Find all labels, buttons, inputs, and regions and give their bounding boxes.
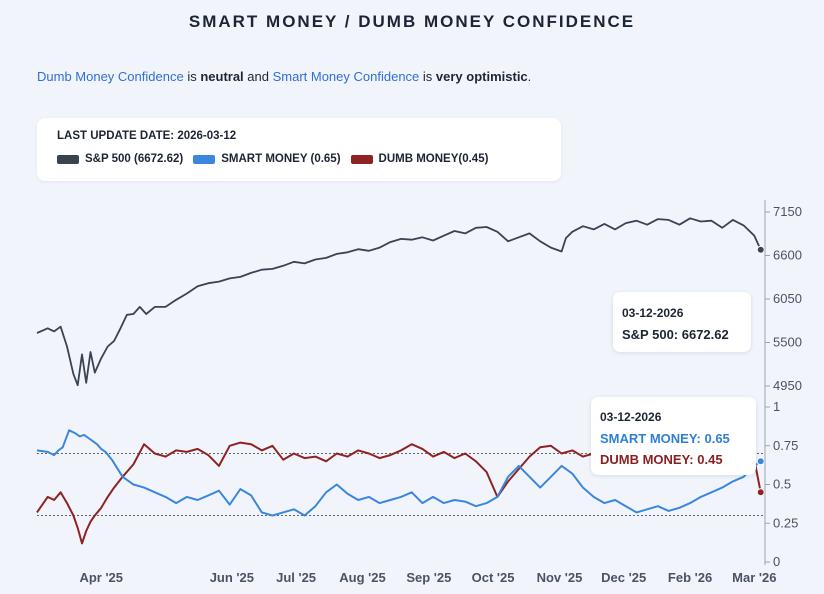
sp500-line <box>36 217 762 387</box>
smart-money-line-end-point <box>756 457 765 466</box>
legend-swatch-sp500 <box>57 154 79 164</box>
y-tick-label: 6050 <box>773 291 802 306</box>
x-tick-label: Jun '25 <box>210 570 254 585</box>
dumb-money-state: neutral <box>200 69 244 84</box>
legend-card: LAST UPDATE DATE: 2026-03-12 S&P 500 (66… <box>37 118 561 181</box>
y-tick-label: 0 <box>773 554 780 569</box>
dumb-money-link[interactable]: Dumb Money Confidence <box>37 69 184 84</box>
x-tick-label: Apr '25 <box>79 570 123 585</box>
summary-text: and <box>243 69 273 84</box>
tooltip-dumb-money: DUMB MONEY: 0.45 <box>600 452 723 467</box>
summary-text: is <box>419 69 436 84</box>
y-tick-label: 0.75 <box>773 438 798 453</box>
y-tick-label: 0.5 <box>773 477 791 492</box>
summary-text: is <box>183 69 201 84</box>
x-tick-label: Sep '25 <box>406 570 451 585</box>
x-tick-label: Feb '26 <box>668 570 712 585</box>
tooltip-value: S&P 500: 6672.62 <box>622 327 729 342</box>
smart-money-state: very optimistic <box>435 69 528 84</box>
x-tick-label: Aug '25 <box>339 570 385 585</box>
y-tick-label: 1 <box>773 399 780 414</box>
smart-money-line <box>36 429 762 517</box>
smart-money-link[interactable]: Smart Money Confidence <box>272 69 420 84</box>
summary-sentence: Dumb Money Confidence is neutral and Sma… <box>37 69 531 84</box>
legend: S&P 500 (6672.62) SMART MONEY (0.65) DUM… <box>57 153 498 165</box>
legend-label: SMART MONEY (0.65) <box>221 153 341 165</box>
x-tick-label: Oct '25 <box>472 570 515 585</box>
x-tick-label: Jul '25 <box>276 570 316 585</box>
y-tick-label: 4950 <box>773 378 802 393</box>
legend-label: DUMB MONEY(0.45) <box>378 153 489 165</box>
y-tick-label: 5500 <box>773 335 802 350</box>
summary-text: . <box>527 69 532 84</box>
y-tick-label: 6600 <box>773 248 802 263</box>
confidence-tooltip: 03-12-2026 SMART MONEY: 0.65 DUMB MONEY:… <box>591 397 756 475</box>
dumb-money-line-end-point <box>756 488 765 497</box>
page-title: SMART MONEY / DUMB MONEY CONFIDENCE <box>188 12 636 31</box>
sp500-line-end-point <box>756 245 765 254</box>
legend-swatch-smart-money <box>193 154 216 164</box>
tooltip-smart-money: SMART MONEY: 0.65 <box>600 431 730 446</box>
tooltip-date: 03-12-2026 <box>600 410 662 424</box>
tooltip-date: 03-12-2026 <box>622 306 684 320</box>
last-update-date: LAST UPDATE DATE: 2026-03-12 <box>57 130 237 142</box>
legend-swatch-dumb-money <box>350 154 373 164</box>
x-tick-label: Nov '25 <box>537 570 583 585</box>
legend-item-dumb-money[interactable]: DUMB MONEY(0.45) <box>350 153 489 165</box>
sp500-tooltip: 03-12-2026 S&P 500: 6672.62 <box>613 292 751 352</box>
x-tick-label: Dec '25 <box>601 570 646 585</box>
y-tick-label: 0.25 <box>773 515 798 530</box>
y-tick-label: 7150 <box>773 204 802 219</box>
legend-item-sp500[interactable]: S&P 500 (6672.62) <box>57 153 183 165</box>
legend-label: S&P 500 (6672.62) <box>85 153 184 165</box>
legend-item-smart-money[interactable]: SMART MONEY (0.65) <box>193 153 341 165</box>
x-tick-label: Mar '26 <box>732 570 776 585</box>
